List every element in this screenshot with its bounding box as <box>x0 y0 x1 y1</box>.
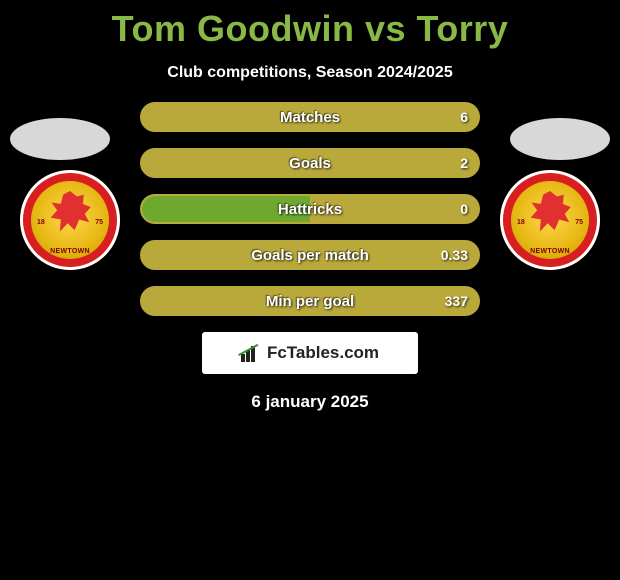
stat-value-right: 6 <box>460 109 468 125</box>
stat-label: Hattricks <box>142 201 478 218</box>
player-right-avatar <box>510 118 610 160</box>
player-right-club-badge: 18 75 NEWTOWN <box>500 170 600 270</box>
badge-year-left: 18 <box>37 219 45 226</box>
stat-bar: Goals per match0.33 <box>140 240 480 270</box>
page-title: Tom Goodwin vs Torry <box>0 0 620 50</box>
stat-value-right: 0.33 <box>441 247 468 263</box>
stat-bar: Goals2 <box>140 148 480 178</box>
brand-logo[interactable]: FcTables.com <box>202 332 418 374</box>
stat-bar: Matches6 <box>140 102 480 132</box>
stat-label: Goals <box>142 155 478 172</box>
stat-row: Matches6 <box>140 102 480 132</box>
brand-text: FcTables.com <box>267 343 379 363</box>
badge-inner: 18 75 NEWTOWN <box>31 181 109 259</box>
stat-label: Goals per match <box>142 247 478 264</box>
griffin-icon <box>47 191 93 237</box>
badge-year-right: 75 <box>95 219 103 226</box>
badge-inner: 18 75 NEWTOWN <box>511 181 589 259</box>
infographic-root: Tom Goodwin vs Torry Club competitions, … <box>0 0 620 412</box>
stat-bar: Min per goal337 <box>140 286 480 316</box>
player-left-avatar <box>10 118 110 160</box>
stat-value-right: 2 <box>460 155 468 171</box>
badge-year-right: 75 <box>575 219 583 226</box>
stat-value-right: 0 <box>460 201 468 217</box>
bar-chart-icon <box>241 344 261 362</box>
stat-bars: Matches6Goals2Hattricks0Goals per match0… <box>140 102 480 316</box>
stat-row: Hattricks0 <box>140 194 480 224</box>
stat-row: Goals2 <box>140 148 480 178</box>
stat-row: Goals per match0.33 <box>140 240 480 270</box>
player-left-club-badge: 18 75 NEWTOWN <box>20 170 120 270</box>
badge-club-name: NEWTOWN <box>31 248 109 255</box>
subtitle: Club competitions, Season 2024/2025 <box>0 64 620 82</box>
stat-value-right: 337 <box>445 293 468 309</box>
stat-label: Matches <box>142 109 478 126</box>
stat-bar: Hattricks0 <box>140 194 480 224</box>
stat-label: Min per goal <box>142 293 478 310</box>
footer-date: 6 january 2025 <box>0 392 620 412</box>
stat-row: Min per goal337 <box>140 286 480 316</box>
badge-club-name: NEWTOWN <box>511 248 589 255</box>
griffin-icon <box>527 191 573 237</box>
badge-year-left: 18 <box>517 219 525 226</box>
